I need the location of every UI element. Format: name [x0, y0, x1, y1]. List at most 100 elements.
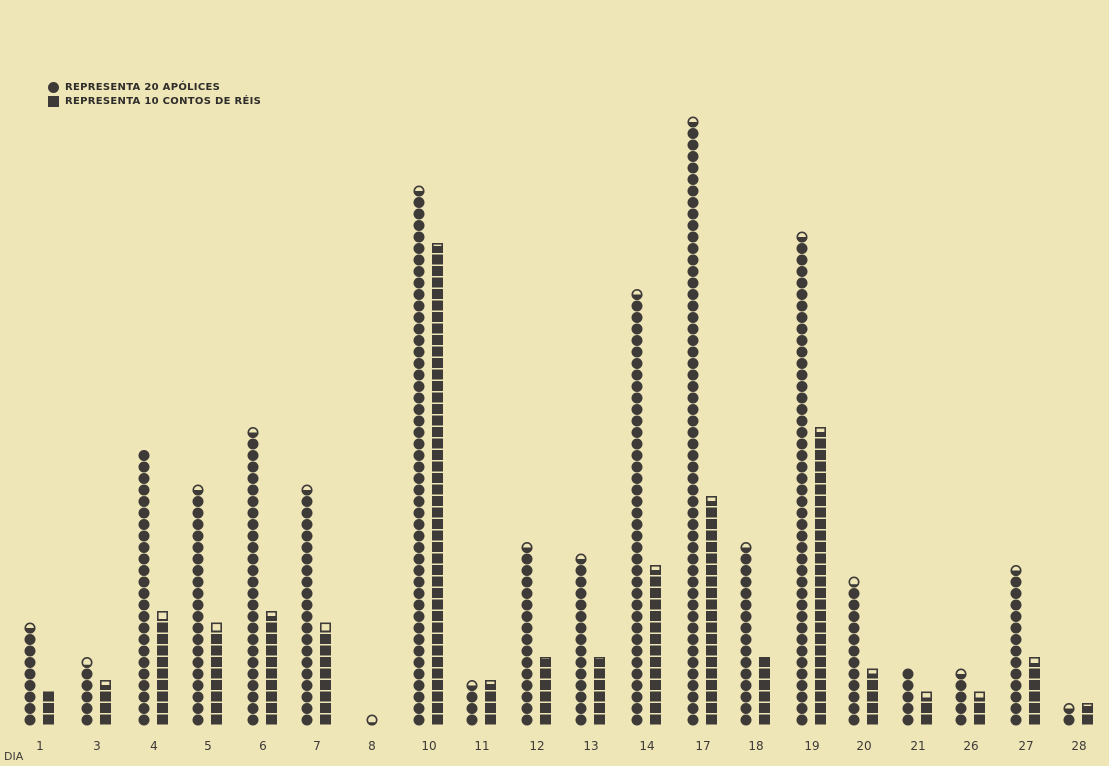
square-mark-dia-17 — [706, 657, 717, 667]
partial-square-fill-dia-20 — [867, 673, 878, 679]
day-tick-label: 26 — [963, 739, 978, 753]
square-mark-dia-7 — [320, 703, 331, 713]
square-mark-dia-10 — [432, 703, 443, 713]
square-mark-dia-7 — [320, 645, 331, 656]
circle-mark-dia-7 — [301, 588, 313, 599]
circle-mark-dia-13 — [575, 611, 587, 622]
circle-mark-dia-14 — [631, 335, 643, 346]
circle-mark-dia-5 — [192, 611, 204, 622]
circle-mark-dia-4 — [138, 473, 150, 484]
circle-mark-dia-14 — [631, 312, 643, 323]
square-mark-dia-4 — [157, 703, 168, 713]
day-tick-label: 21 — [910, 739, 925, 753]
circle-mark-dia-10 — [413, 277, 425, 289]
circle-mark-dia-17 — [687, 691, 699, 703]
circle-mark-dia-18 — [740, 634, 752, 645]
circle-mark-dia-6 — [247, 461, 259, 473]
square-mark-dia-10 — [432, 473, 443, 483]
circle-mark-dia-7 — [301, 496, 313, 507]
circle-mark-dia-14 — [631, 565, 643, 576]
square-mark-dia-17 — [706, 565, 717, 575]
circle-mark-dia-5 — [192, 565, 204, 576]
square-mark-dia-10 — [432, 461, 443, 472]
circle-mark-dia-19 — [796, 300, 808, 312]
square-mark-dia-7 — [320, 691, 331, 702]
square-mark-dia-5 — [211, 668, 222, 679]
square-mark-dia-10 — [432, 266, 443, 276]
circle-mark-dia-10 — [413, 358, 425, 369]
circle-mark-dia-5 — [192, 622, 204, 634]
circle-mark-dia-20 — [848, 691, 860, 703]
circle-mark-dia-17 — [687, 461, 699, 473]
circle-mark-dia-18 — [740, 611, 752, 622]
circle-mark-dia-17 — [687, 254, 699, 266]
circle-mark-dia-19 — [796, 346, 808, 358]
partial-circle-fill-dia-12 — [521, 547, 533, 553]
circle-mark-dia-20 — [848, 588, 860, 599]
circle-mark-dia-27 — [1010, 634, 1022, 645]
partial-circle-fill-dia-11 — [466, 685, 478, 691]
circle-mark-dia-7 — [301, 553, 313, 565]
circle-mark-dia-10 — [413, 473, 425, 484]
square-mark-dia-14 — [650, 622, 661, 633]
circle-mark-dia-19 — [796, 680, 808, 691]
legend-item-square: REPRESENTA 10 CONTOS DE RÉIS — [48, 95, 261, 108]
circle-mark-dia-4 — [138, 691, 150, 703]
circle-mark-dia-12 — [521, 714, 533, 726]
square-mark-dia-12 — [540, 680, 551, 690]
square-mark-dia-19 — [815, 542, 826, 552]
square-mark-dia-10 — [432, 392, 443, 403]
circle-mark-dia-19 — [796, 254, 808, 266]
circle-mark-dia-19 — [796, 691, 808, 703]
square-mark-dia-27 — [1029, 668, 1040, 679]
circle-mark-dia-7 — [301, 657, 313, 668]
circle-mark-dia-14 — [631, 496, 643, 507]
circle-mark-dia-20 — [848, 680, 860, 691]
square-mark-dia-5 — [211, 703, 222, 713]
circle-mark-dia-4 — [138, 576, 150, 588]
circle-mark-dia-14 — [631, 473, 643, 484]
circle-mark-dia-12 — [521, 668, 533, 680]
square-mark-dia-13 — [594, 668, 605, 679]
square-mark-dia-14 — [650, 576, 661, 587]
circle-mark-dia-14 — [631, 657, 643, 668]
circle-mark-dia-5 — [192, 714, 204, 726]
square-mark-dia-10 — [432, 634, 443, 644]
circle-mark-dia-19 — [796, 438, 808, 450]
square-mark-dia-19 — [815, 611, 826, 621]
circle-mark-dia-12 — [521, 599, 533, 611]
circle-mark-dia-10 — [413, 484, 425, 496]
day-tick-label: 5 — [204, 739, 212, 753]
square-mark-dia-4 — [157, 645, 168, 656]
circle-mark-dia-5 — [192, 645, 204, 657]
square-mark-dia-19 — [815, 668, 826, 679]
circle-mark-dia-19 — [796, 703, 808, 714]
circle-mark-dia-17 — [687, 484, 699, 496]
square-mark-dia-19 — [815, 519, 826, 529]
circle-mark-dia-1 — [24, 657, 36, 668]
circle-mark-dia-17 — [687, 197, 699, 208]
circle-mark-dia-19 — [796, 553, 808, 565]
circle-mark-dia-19 — [796, 588, 808, 599]
partial-square-fill-dia-12 — [540, 659, 551, 667]
circle-mark-dia-13 — [575, 668, 587, 680]
square-mark-dia-20 — [867, 714, 878, 725]
circle-mark-dia-17 — [687, 473, 699, 484]
circle-mark-dia-17 — [687, 185, 699, 197]
legend-square-label: REPRESENTA 10 CONTOS DE RÉIS — [65, 96, 262, 107]
circle-mark-dia-10 — [413, 588, 425, 599]
circle-mark-dia-6 — [247, 668, 259, 680]
circle-mark-dia-6 — [247, 496, 259, 507]
square-mark-dia-18 — [759, 703, 770, 713]
square-mark-dia-10 — [432, 542, 443, 552]
circle-mark-dia-27 — [1010, 645, 1022, 657]
partial-square-fill-dia-14 — [650, 570, 661, 575]
circle-mark-dia-21 — [902, 668, 914, 680]
square-mark-dia-19 — [815, 703, 826, 713]
circle-mark-dia-10 — [413, 335, 425, 346]
square-mark-dia-10 — [432, 576, 443, 587]
circle-mark-dia-5 — [192, 680, 204, 691]
square-mark-dia-10 — [432, 335, 443, 345]
circle-mark-dia-5 — [192, 657, 204, 668]
